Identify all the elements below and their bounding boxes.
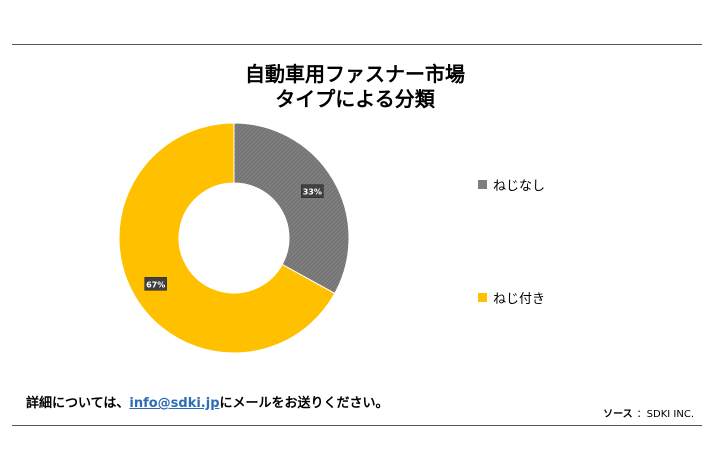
legend-item-unthreaded: ねじなし (478, 175, 545, 194)
bottom-rule (12, 425, 702, 426)
data-label-box-unthreaded (301, 184, 324, 198)
contact-note-suffix: にメールをお送りください。 (219, 396, 389, 411)
source-value: ：SDKI INC. (636, 409, 694, 420)
legend-label-threaded: ねじ付き (493, 292, 546, 307)
top-rule (12, 44, 702, 45)
slice-unthreaded (233, 122, 350, 295)
contact-email-link[interactable]: info@sdki.jp (129, 396, 220, 411)
source-credit: ソース ：SDKI INC. (603, 405, 694, 420)
legend-label-unthreaded: ねじなし (493, 179, 546, 194)
slice-threaded (118, 122, 336, 354)
data-label-text-unthreaded: 33% (303, 188, 322, 197)
data-label-threaded: 67% (144, 277, 167, 291)
chart-title-line-2: タイプによる分類 (275, 87, 435, 111)
source-label: ソース (603, 409, 633, 420)
legend-item-threaded: ねじ付き (478, 288, 545, 307)
data-label-text-threaded: 67% (146, 280, 165, 289)
legend-swatch-unthreaded (478, 180, 487, 189)
donut-chart: 33% 67% (118, 122, 350, 354)
data-label-box-threaded (144, 277, 167, 291)
data-label-unthreaded: 33% (301, 184, 324, 198)
contact-note: 詳細については、info@sdki.jpにメールをお送りください。 (26, 392, 389, 411)
legend-swatch-threaded (478, 293, 487, 302)
chart-title: 自動車用ファスナー市場 タイプによる分類 (0, 62, 710, 112)
chart-title-line-1: 自動車用ファスナー市場 (245, 62, 465, 86)
contact-note-prefix: 詳細については、 (26, 396, 130, 411)
